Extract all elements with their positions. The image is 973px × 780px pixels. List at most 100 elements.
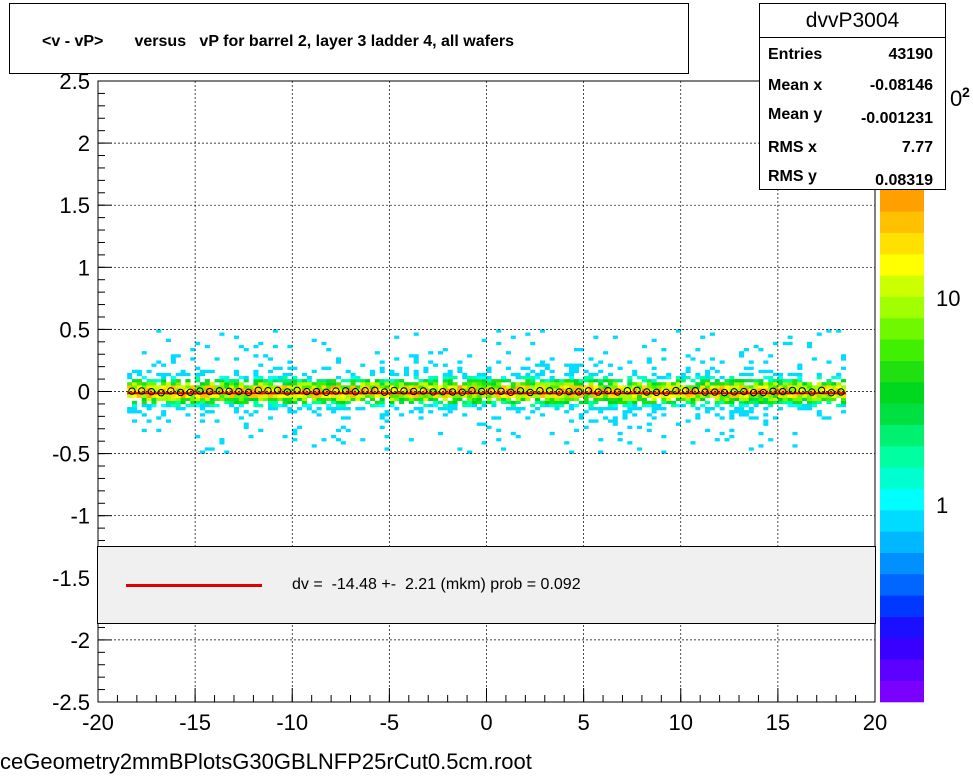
- heatmap-cell: [165, 403, 172, 408]
- heatmap-cell: [544, 379, 550, 383]
- heatmap-cell: [564, 441, 570, 445]
- heatmap-cell: [282, 385, 288, 389]
- heatmap-cell: [433, 394, 439, 398]
- heatmap-cell: [335, 407, 342, 411]
- heatmap-cell: [204, 369, 210, 374]
- heatmap-cell: [282, 372, 288, 377]
- heatmap-cell: [549, 388, 555, 392]
- heatmap-cell: [204, 394, 210, 398]
- heatmap-cell: [442, 363, 448, 367]
- profile-point: [691, 387, 700, 395]
- heatmap-cell: [282, 382, 288, 386]
- heatmap-cell: [807, 397, 813, 402]
- heatmap-cell: [607, 400, 613, 405]
- heatmap-cell: [656, 394, 662, 398]
- heatmap-cell: [787, 385, 793, 389]
- heatmap-cell: [272, 329, 278, 333]
- heatmap-cell: [491, 388, 497, 392]
- heatmap-cell: [505, 385, 511, 389]
- color-scale-swatch: [880, 339, 924, 361]
- heatmap-cell: [253, 369, 259, 374]
- heatmap-cell: [709, 394, 715, 398]
- heatmap-cell: [588, 400, 594, 405]
- heatmap-cell: [471, 394, 477, 398]
- heatmap-cell: [661, 394, 667, 398]
- heatmap-cell: [437, 407, 443, 411]
- heatmap-cell: [384, 413, 390, 417]
- heatmap-cell: [588, 382, 594, 386]
- heatmap-cell: [646, 357, 652, 361]
- heatmap-cell: [229, 379, 235, 383]
- heatmap-cell: [763, 400, 769, 405]
- heatmap-cell: [714, 385, 720, 389]
- heatmap-cell: [447, 369, 453, 374]
- profile-point: [740, 387, 748, 396]
- heatmap-cell: [437, 388, 443, 392]
- heatmap-cell: [705, 428, 711, 433]
- x-tick-label: 10: [669, 710, 693, 735]
- heatmap-cell: [384, 394, 390, 398]
- heatmap-cell: [627, 425, 633, 429]
- heatmap-cell: [777, 394, 783, 398]
- heatmap-cell: [651, 338, 657, 343]
- heatmap-cell: [467, 382, 473, 386]
- heatmap-cell: [714, 403, 720, 408]
- heatmap-cell: [486, 385, 492, 389]
- heatmap-cell: [768, 400, 774, 405]
- heatmap-cell: [423, 382, 429, 386]
- heatmap-cell: [263, 394, 269, 398]
- heatmap-cell: [243, 397, 249, 402]
- heatmap-cell: [539, 385, 545, 389]
- heatmap-cell: [452, 382, 458, 386]
- heatmap-cell: [428, 410, 434, 414]
- heatmap-cell: [297, 397, 303, 402]
- heatmap-cell: [486, 425, 492, 429]
- heatmap-cell: [151, 382, 157, 386]
- heatmap-cell: [569, 366, 575, 370]
- heatmap-cell: [496, 385, 502, 389]
- heatmap-cell: [209, 397, 215, 402]
- heatmap-cell: [763, 369, 769, 374]
- heatmap-cell: [190, 348, 196, 352]
- heatmap-cell: [199, 413, 206, 417]
- heatmap-cell: [549, 375, 555, 380]
- heatmap-cell: [311, 338, 317, 343]
- profile-point: [176, 388, 185, 397]
- heatmap-cell: [433, 385, 439, 389]
- heatmap-cell: [408, 397, 414, 402]
- heatmap-cell: [486, 382, 492, 386]
- x-tick-label: -10: [276, 710, 308, 735]
- heatmap-cell: [340, 441, 346, 445]
- heatmap-cell: [219, 379, 225, 383]
- heatmap-cell: [671, 382, 677, 386]
- profile-point: [779, 387, 787, 396]
- heatmap-cell: [510, 403, 516, 408]
- heatmap-cell: [399, 385, 405, 389]
- heatmap-cell: [243, 410, 249, 414]
- heatmap-cell: [617, 385, 623, 389]
- heatmap-cell: [739, 372, 745, 377]
- heatmap-cell: [471, 382, 477, 386]
- heatmap-cell: [335, 360, 342, 364]
- profile-point: [215, 387, 224, 395]
- heatmap-cell: [467, 385, 473, 389]
- heatmap-cell: [224, 379, 230, 383]
- heatmap-cell: [607, 385, 613, 389]
- heatmap-cell: [161, 410, 167, 414]
- heatmap-cell: [170, 382, 176, 386]
- heatmap-cell: [442, 379, 448, 383]
- heatmap-cell: [253, 354, 259, 358]
- heatmap-cell: [467, 403, 473, 408]
- heatmap-cell: [505, 400, 511, 405]
- heatmap-cell: [170, 357, 176, 361]
- heatmap-cell: [729, 434, 735, 439]
- heatmap-cell: [340, 400, 346, 405]
- heatmap-cell: [301, 372, 308, 377]
- heatmap-cell: [753, 344, 759, 349]
- heatmap-cell: [175, 403, 181, 408]
- heatmap-cell: [253, 403, 259, 408]
- heatmap-cell: [161, 385, 167, 389]
- heatmap-cell: [787, 335, 793, 339]
- heatmap-cell: [782, 397, 788, 402]
- heatmap-cell: [180, 397, 186, 402]
